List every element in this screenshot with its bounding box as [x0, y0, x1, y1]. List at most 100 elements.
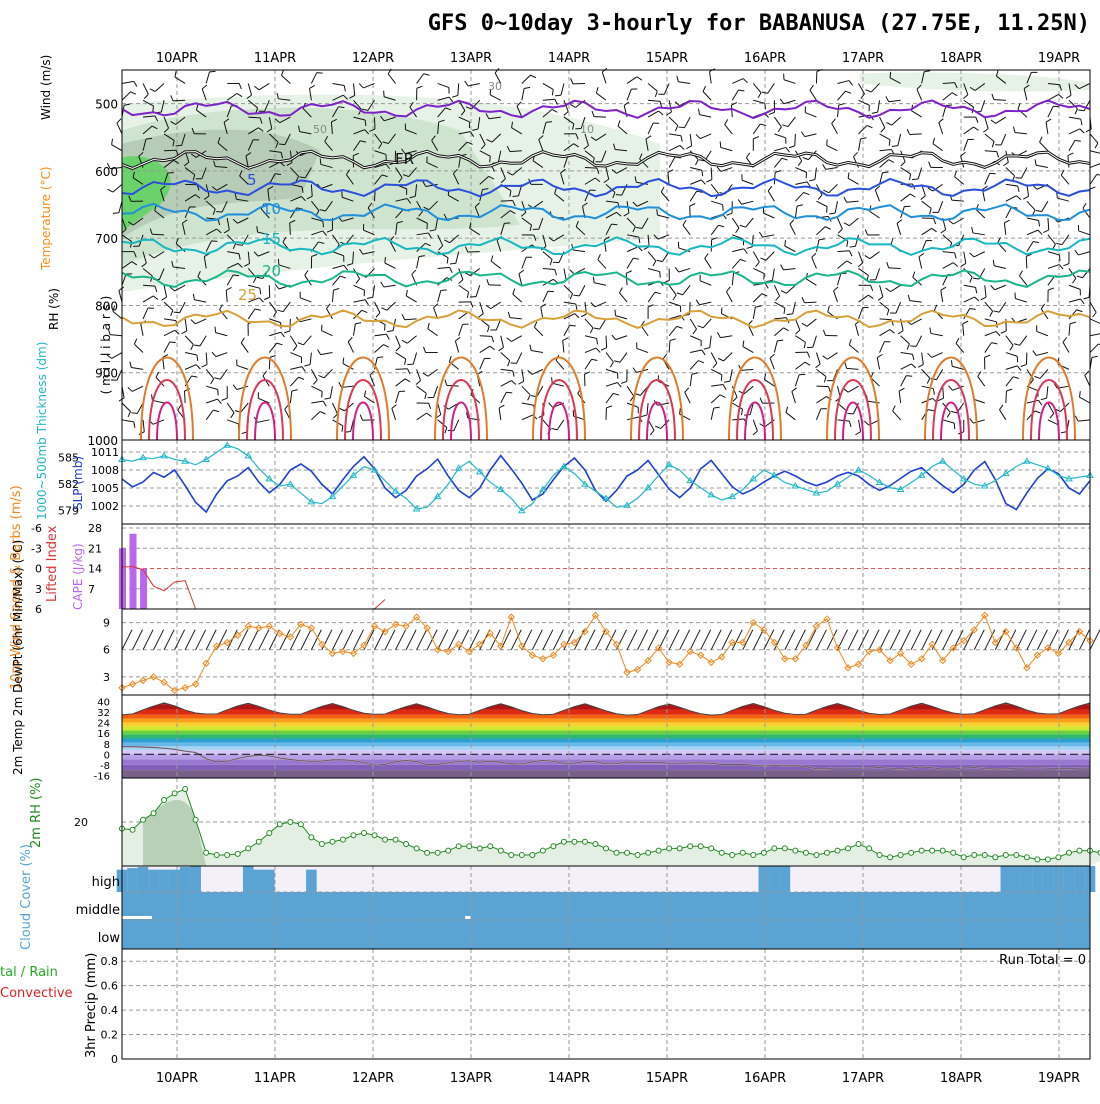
cloud-high-bar: [148, 870, 159, 892]
wind-barb-flag: [362, 310, 368, 312]
rh2m-marker: [772, 846, 777, 851]
slp-axis-text: SLP (mb): [71, 456, 85, 510]
wind-barb: [859, 100, 870, 105]
wind-barb-flag: [281, 70, 283, 76]
wind-barb: [152, 234, 164, 235]
wind-barb: [956, 343, 964, 352]
wind-barb-flag: [781, 265, 784, 270]
rh2m-marker: [246, 846, 251, 851]
wind-barb-flag: [897, 220, 902, 224]
wind10m-barb: [890, 630, 900, 650]
wind-barb: [964, 127, 974, 134]
wind-barb: [1027, 241, 1033, 251]
wind-barb: [1048, 94, 1058, 100]
cloud-high-bar: [759, 866, 770, 892]
wind-barb-flag: [660, 101, 662, 107]
wind-barb-flag: [563, 338, 568, 341]
wind-barb: [332, 83, 344, 85]
wind-barb: [594, 283, 606, 285]
rh2m-marker: [288, 820, 293, 825]
wind-barb-flag: [864, 421, 868, 425]
wind-barb-flag: [918, 364, 923, 367]
wind-barb: [859, 83, 865, 93]
wind-barb: [143, 83, 148, 94]
wind-barb: [227, 403, 234, 413]
wind-barb-flag: [696, 300, 699, 305]
wind-barb: [772, 268, 774, 280]
wind10m-barb: [974, 630, 984, 650]
wind-barb-flag: [364, 391, 365, 397]
wind-barb: [880, 330, 890, 336]
wind-barb: [627, 247, 638, 252]
wind-barb: [880, 285, 883, 297]
wind-barb: [585, 359, 592, 369]
wind-barb-flag: [1075, 250, 1079, 255]
cloud-high-bar: [1064, 866, 1075, 892]
cloud-high-bar: [1022, 866, 1033, 892]
wind10m-barb: [732, 630, 742, 650]
wind-barb-flag: [755, 306, 761, 307]
wind-barb: [731, 105, 732, 117]
wind-barb: [300, 298, 311, 302]
wind-barb: [248, 83, 251, 95]
wind-barb-flag: [490, 346, 495, 350]
rh2m-marker: [898, 853, 903, 858]
wind-barb: [753, 268, 764, 273]
wind-barb: [227, 420, 238, 424]
wind-barb-flag: [706, 180, 711, 182]
date-label-bottom: 10APR: [156, 1071, 198, 1086]
surface-isotherm-loop: [247, 380, 283, 440]
chart-title: GFS 0~10day 3-hourly for BABANUSA (27.75…: [428, 11, 1090, 36]
wind-barb-flag: [847, 261, 852, 264]
wind-barb: [732, 79, 743, 84]
wind-barb-flag: [621, 381, 627, 383]
wind-barb-flag: [893, 406, 896, 411]
wind-barb-flag: [275, 174, 281, 175]
wind-barb: [1006, 207, 1012, 218]
wind-barb: [710, 336, 711, 348]
wind-barb-flag: [610, 362, 613, 367]
rh2m-marker: [698, 844, 703, 849]
wind-barb-flag: [1081, 119, 1082, 125]
slp-tick: 1005: [91, 482, 119, 495]
wind-barb-flag: [953, 263, 958, 267]
wind-barb-flag: [499, 405, 504, 408]
wind-barb-flag: [818, 195, 822, 200]
wind-barb: [985, 134, 994, 142]
wind-barb: [1090, 319, 1100, 324]
wind-barb: [606, 393, 613, 403]
wind-barb-flag: [827, 207, 828, 213]
rh2m-marker: [298, 822, 303, 827]
wind-barb: [248, 309, 255, 319]
wind-barb: [985, 302, 993, 311]
wind-barb-flag: [1050, 413, 1054, 418]
wind-barb: [795, 319, 799, 330]
wind-barb-flag: [377, 357, 383, 358]
wind-barb: [585, 168, 597, 169]
wind-barb-flag: [802, 323, 807, 326]
wind-barb-flag: [1080, 391, 1081, 397]
wind-barb-flag: [194, 345, 200, 346]
wind-barb: [939, 123, 943, 134]
cape-tick: 28: [88, 522, 102, 535]
wind-barb: [1048, 218, 1049, 230]
isotherm-label: 5: [247, 171, 257, 189]
wind-barb-flag: [738, 90, 744, 91]
wind-barb-flag: [552, 109, 557, 112]
pressure-tick-label: 600: [95, 165, 118, 179]
wind-barb-flag: [910, 346, 916, 347]
cloud-high-bar: [1053, 866, 1064, 892]
wind-barb: [480, 358, 485, 369]
rh2m-marker: [277, 822, 282, 827]
wind-barb: [892, 117, 901, 125]
wind-barb: [732, 90, 738, 100]
wind10m-barb: [259, 630, 269, 650]
wind-barb-flag: [450, 267, 453, 272]
wind-barb-flag: [191, 376, 197, 377]
wind-barb-flag: [428, 323, 429, 329]
precip-tick: 0.6: [101, 980, 119, 993]
wind-barb: [788, 117, 795, 126]
wind-barb: [290, 353, 301, 357]
cloud-high-bar: [138, 867, 149, 892]
rh2m-marker: [667, 846, 672, 851]
